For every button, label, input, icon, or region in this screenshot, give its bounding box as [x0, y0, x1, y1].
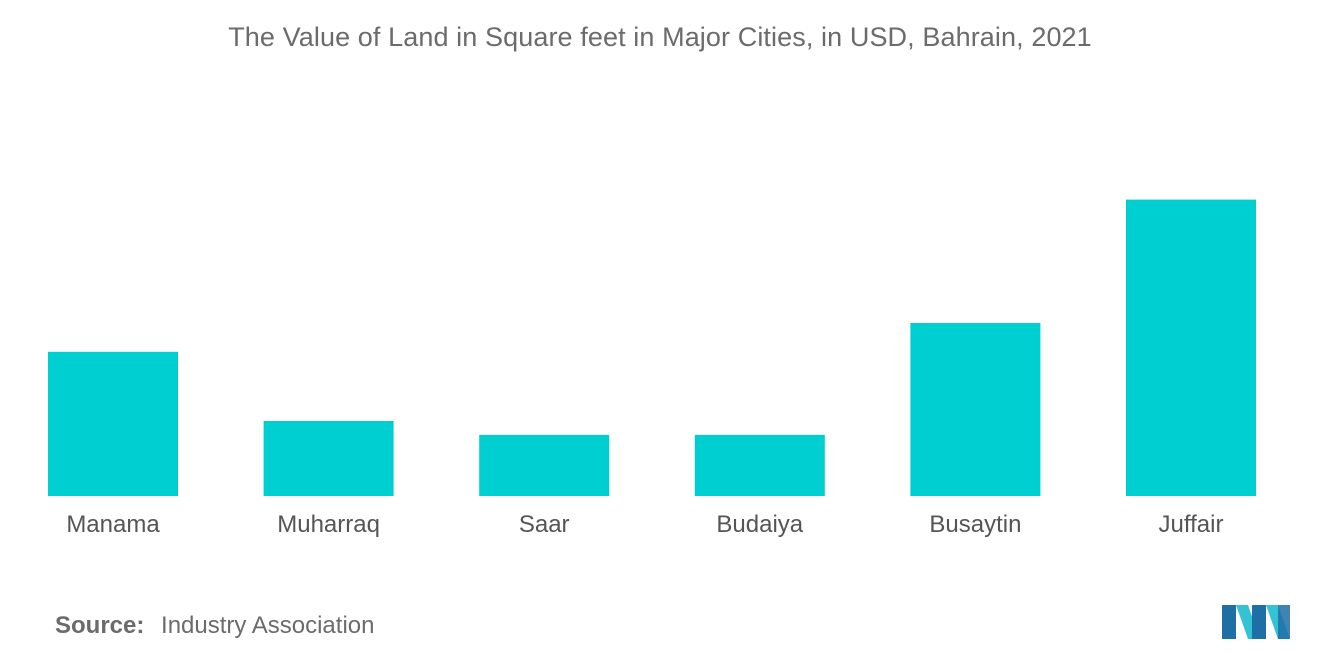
category-label-budaiya: Budaiya — [716, 511, 803, 538]
category-label-manama: Manama — [66, 511, 160, 538]
category-label-muharraq: Muharraq — [277, 511, 380, 538]
category-label-juffair: Juffair — [1159, 511, 1224, 538]
bar-saar — [479, 434, 610, 496]
bar-manama — [48, 351, 178, 496]
bar-budaiya — [694, 434, 825, 496]
category-labels-group: Manama Muharraq Saar Budaiya Busaytin Juffair — [66, 511, 1223, 538]
source-text: Industry Association — [161, 612, 375, 639]
bar-juffair — [1126, 199, 1256, 496]
bar-busaytin — [910, 323, 1041, 496]
category-label-busaytin: Busaytin — [929, 511, 1021, 538]
source-note: Source: Industry Association — [55, 612, 374, 640]
bars-group — [48, 199, 1256, 496]
source-label: Source: — [55, 612, 145, 639]
mordor-intelligence-logo-icon — [1222, 605, 1290, 639]
bar-muharraq — [263, 421, 394, 496]
category-label-saar: Saar — [519, 511, 570, 538]
chart-title: The Value of Land in Square feet in Majo… — [228, 22, 1092, 52]
